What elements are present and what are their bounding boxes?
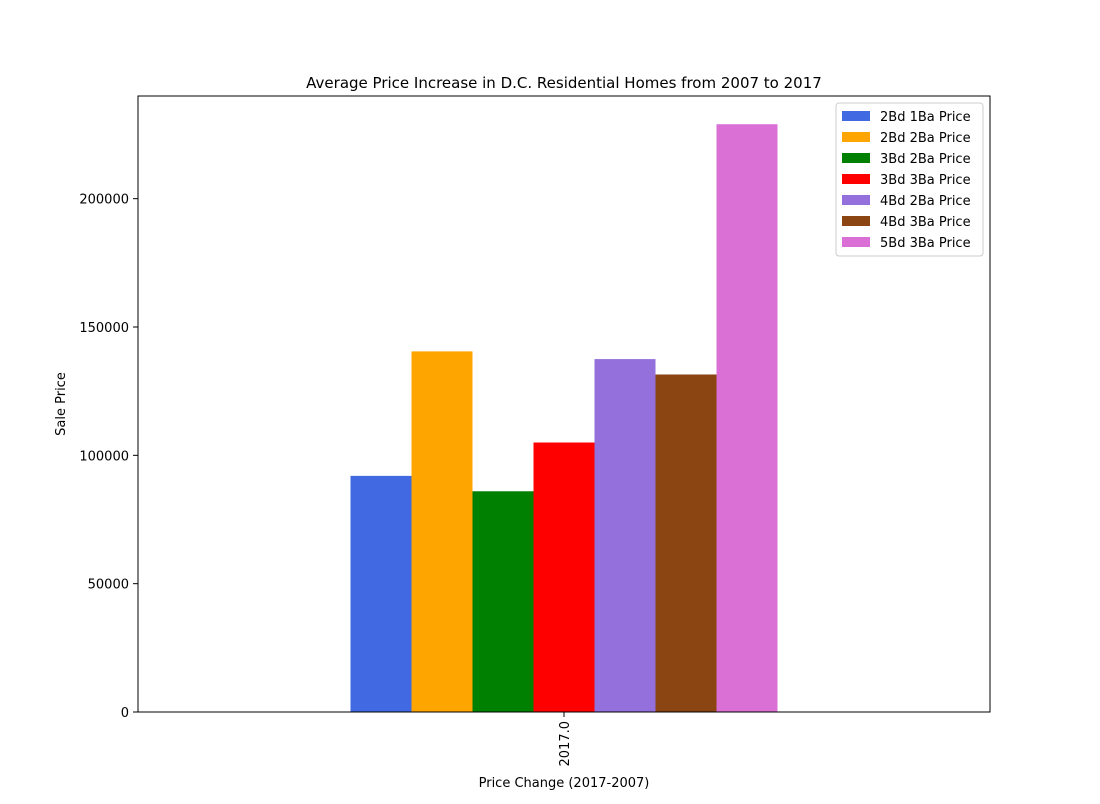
legend: 2Bd 1Ba Price 2Bd 2Ba Price 3Bd 2Ba Price 3… xyxy=(835,102,984,257)
bar xyxy=(655,374,717,712)
y-tick-label: 100000 xyxy=(79,449,129,464)
y-tick-label: 0 xyxy=(121,706,129,721)
legend-swatch xyxy=(842,174,870,184)
x-axis-label: Price Change (2017-2007) xyxy=(479,776,650,791)
y-axis: 0 50000 100000 150000 200000 xyxy=(79,193,138,721)
legend-label: 4Bd 2Ba Price xyxy=(880,194,971,209)
y-tick-label: 50000 xyxy=(88,578,129,593)
legend-swatch xyxy=(842,153,870,163)
bars-group xyxy=(350,124,778,712)
legend-swatch xyxy=(842,237,870,247)
bar xyxy=(411,351,473,712)
y-axis-label: Sale Price xyxy=(54,372,69,436)
legend-label: 4Bd 3Ba Price xyxy=(880,215,971,230)
legend-label: 3Bd 3Ba Price xyxy=(880,173,971,188)
legend-label: 5Bd 3Ba Price xyxy=(880,236,971,251)
bar xyxy=(472,491,534,712)
y-tick-label: 150000 xyxy=(79,321,129,336)
bar xyxy=(533,442,595,712)
legend-label: 2Bd 1Ba Price xyxy=(880,110,971,125)
x-tick-label: 2017.0 xyxy=(558,721,573,767)
chart-title: Average Price Increase in D.C. Residenti… xyxy=(306,74,822,92)
plot-frame xyxy=(137,95,991,713)
legend-frame xyxy=(835,102,984,257)
legend-swatch xyxy=(842,216,870,226)
legend-label: 3Bd 2Ba Price xyxy=(880,152,971,167)
legend-swatch xyxy=(842,132,870,142)
legend-swatch xyxy=(842,111,870,121)
x-axis: 2017.0 xyxy=(558,712,573,767)
bar xyxy=(716,124,778,712)
bar xyxy=(350,475,412,712)
bar xyxy=(594,359,656,712)
legend-label: 2Bd 2Ba Price xyxy=(880,131,971,146)
legend-swatch xyxy=(842,195,870,205)
y-tick-label: 200000 xyxy=(79,193,129,208)
